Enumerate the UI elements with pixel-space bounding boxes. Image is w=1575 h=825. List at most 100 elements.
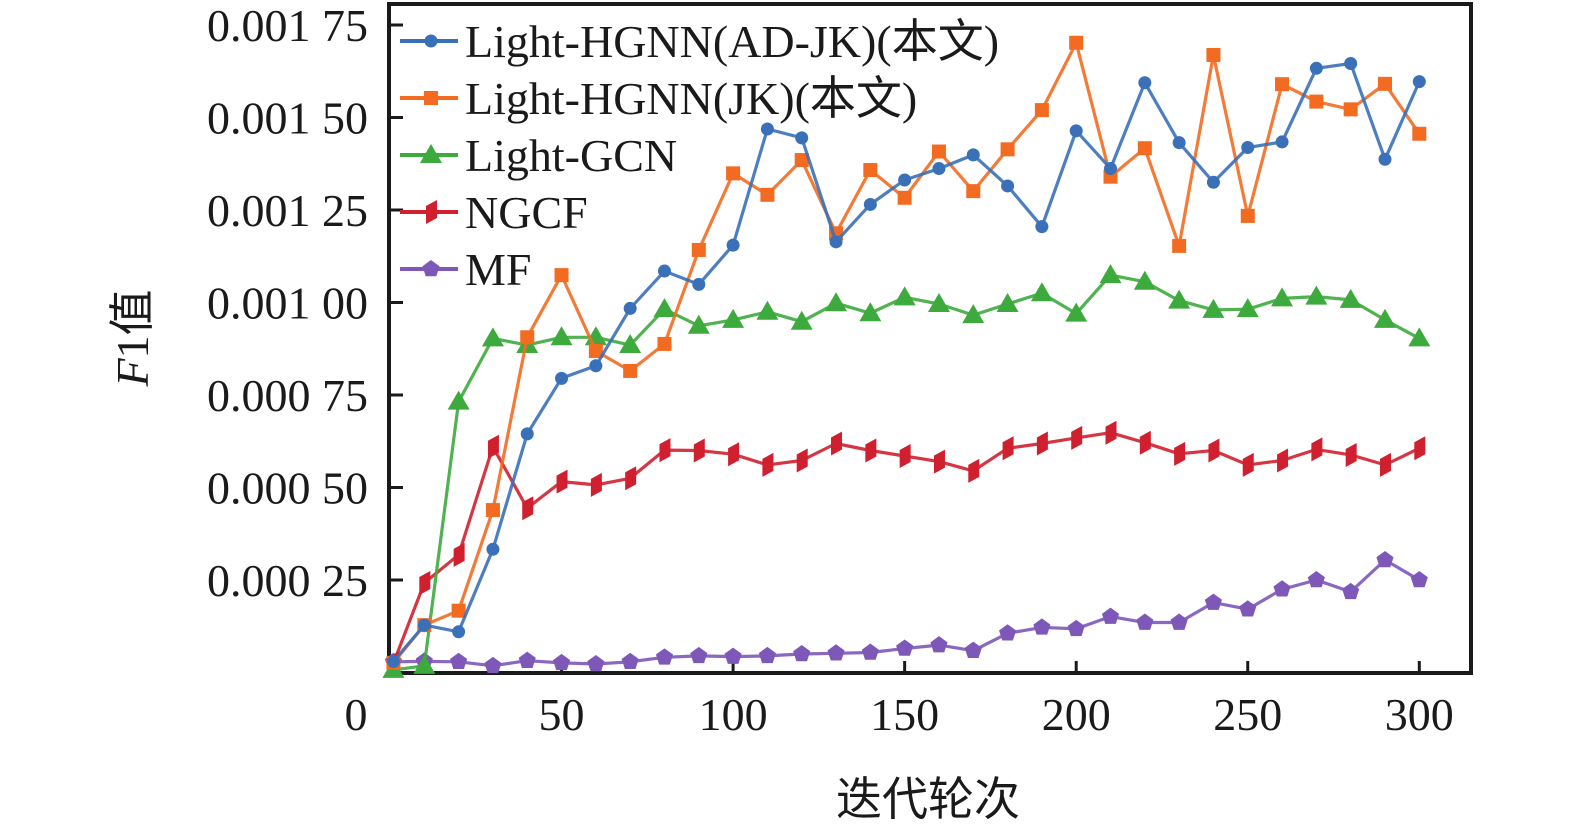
data-point: [1414, 436, 1426, 461]
data-point: [453, 542, 465, 567]
data-point: [1133, 270, 1156, 290]
series-light-hgnn-ad-jk: [386, 56, 1426, 668]
x-tick-label: 100: [699, 689, 768, 740]
data-point: [726, 166, 741, 181]
data-point: [1069, 124, 1083, 138]
x-tick-label: 200: [1042, 689, 1111, 740]
y-axis-title: F1值: [107, 289, 158, 387]
legend-item: NGCF: [400, 187, 588, 238]
data-point: [1000, 142, 1015, 157]
data-point: [1343, 102, 1358, 117]
data-point: [758, 646, 776, 664]
data-point: [655, 648, 674, 665]
data-point: [796, 448, 808, 473]
data-point: [933, 449, 945, 474]
data-point: [417, 618, 431, 632]
data-point: [861, 643, 879, 660]
y-tick-label: 0.001 00: [207, 278, 368, 329]
legend-label: Light-HGNN(AD-JK)(本文): [465, 16, 999, 67]
data-point: [623, 363, 638, 378]
data-point: [827, 644, 845, 661]
legend-label: Light-HGNN(JK)(本文): [465, 73, 917, 124]
x-axis-title: 迭代轮次: [836, 774, 1020, 825]
data-point: [1104, 162, 1118, 176]
data-point: [899, 444, 911, 469]
data-point: [831, 431, 843, 456]
data-point: [1030, 282, 1053, 302]
data-point: [653, 298, 676, 318]
data-point: [930, 636, 948, 653]
data-point: [756, 300, 779, 320]
data-point: [999, 624, 1017, 641]
legend-marker-circle-icon: [424, 34, 438, 48]
data-point: [1138, 76, 1152, 90]
data-point: [486, 542, 500, 556]
data-point: [1137, 141, 1152, 156]
data-point: [793, 645, 811, 662]
data-point: [1345, 442, 1357, 467]
data-point: [932, 162, 946, 176]
data-point: [1065, 302, 1088, 322]
data-point: [996, 292, 1019, 312]
data-point: [1206, 47, 1221, 62]
data-point: [554, 268, 569, 283]
data-point: [1344, 56, 1358, 70]
legend-label: NGCF: [465, 187, 588, 238]
data-point: [966, 148, 980, 162]
data-point: [691, 242, 706, 257]
y-tick-label: 0.000 25: [207, 555, 368, 606]
data-point: [794, 153, 809, 168]
x-tick-label: 50: [539, 689, 585, 740]
series-line: [391, 431, 1420, 664]
data-point: [522, 496, 534, 521]
data-point: [1309, 61, 1323, 75]
data-point: [1412, 126, 1427, 141]
data-point: [722, 308, 745, 328]
data-point: [413, 654, 436, 674]
data-point: [1001, 179, 1015, 193]
data-point: [484, 656, 502, 674]
legend: Light-HGNN(AD-JK)(本文) Light-HGNN(JK)(本文) L…: [400, 16, 999, 295]
data-point: [1172, 238, 1187, 253]
data-point: [966, 184, 981, 199]
data-point: [728, 442, 740, 467]
data-point: [623, 301, 637, 315]
legend-marker-triangle-icon: [420, 144, 442, 163]
data-point: [1139, 430, 1151, 455]
data-point: [1307, 571, 1325, 588]
data-point: [1241, 140, 1255, 154]
data-point: [556, 469, 568, 494]
data-point: [447, 390, 470, 410]
data-point: [1240, 208, 1255, 223]
data-point: [968, 458, 980, 483]
legend-label: Light-GCN: [465, 130, 677, 181]
legend-item: Light-HGNN(AD-JK)(本文): [400, 16, 999, 67]
data-point: [690, 646, 708, 664]
data-point: [589, 359, 603, 373]
x-axis: 0 50 100 150 200 250 300: [345, 661, 1454, 740]
data-point: [1071, 425, 1083, 450]
data-point: [760, 122, 774, 136]
data-point: [452, 625, 466, 639]
series-line: [393, 273, 1421, 672]
data-point: [896, 639, 914, 656]
x-tick-label: 0: [345, 689, 368, 740]
y-axis-title-rest: 1值: [107, 289, 158, 358]
data-point: [1067, 619, 1085, 637]
data-point: [1136, 613, 1154, 630]
data-point: [1376, 551, 1394, 568]
data-point: [520, 427, 534, 441]
data-point: [588, 343, 603, 358]
data-point: [481, 327, 504, 347]
y-tick-label: 0.001 75: [207, 0, 368, 51]
data-point: [863, 163, 878, 178]
data-point: [795, 131, 809, 145]
data-point: [687, 314, 710, 334]
series-light-hgnn-jk: [386, 35, 1427, 670]
data-point: [1206, 175, 1220, 189]
y-axis: 0.000 25 0.000 50 0.000 75 0.001 00 0.001 25…: [207, 0, 403, 606]
data-point: [1410, 571, 1428, 588]
data-point: [1202, 298, 1225, 318]
legend-item: Light-HGNN(JK)(本文): [400, 73, 917, 124]
data-point: [897, 190, 912, 205]
